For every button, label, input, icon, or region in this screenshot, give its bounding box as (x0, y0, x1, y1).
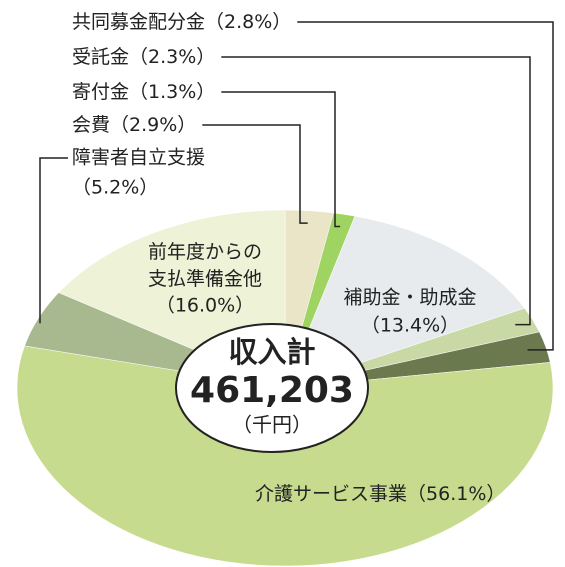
labels: 会費（2.9%） 寄付金（1.3%） 補助金・助成金 （13.4%） 受託金（2.3%）… (39, 11, 554, 505)
value-label: （2.3%） (129, 46, 215, 68)
slice-label: 受託金（2.3%） (72, 46, 215, 68)
value-label: （13.4%） (361, 315, 459, 337)
slice-label: 会費（2.9%） (72, 114, 196, 136)
value-label: （16.0%） (156, 295, 254, 317)
label-name: 前年度からの (148, 241, 262, 263)
leader-line (39, 157, 68, 324)
label-name: 受託金 (72, 46, 129, 68)
label-name: 寄付金 (72, 81, 129, 103)
center-title: 収入計 (228, 335, 315, 369)
leader-line (202, 124, 308, 224)
label-name: 介護サービス事業 (255, 483, 407, 505)
center-total: 461,203 (190, 370, 354, 411)
leader-line (221, 56, 531, 326)
value-label: （2.9%） (110, 114, 196, 136)
center-badge (175, 323, 369, 453)
slice (16, 345, 554, 567)
value-label: （1.3%） (129, 81, 215, 103)
value-label: （5.2%） (72, 177, 158, 199)
label-name: 支払準備金他 (148, 268, 262, 290)
slice-label: 障害者自立支援 (72, 147, 205, 169)
value-label: （56.1%） (407, 483, 505, 505)
slice-label: 補助金・助成金 (343, 287, 476, 309)
slice (284, 215, 525, 389)
leader-line (221, 91, 341, 228)
leader-line (297, 21, 554, 351)
slice-label: 共同募金配分金（2.8%） (72, 11, 291, 33)
slice-label: 寄付金（1.3%） (72, 81, 215, 103)
label-name: 共同募金配分金 (72, 11, 205, 33)
slice-label: 支払準備金他 (148, 268, 262, 290)
label-name: 会費 (72, 114, 110, 136)
value-label: （2.8%） (205, 11, 291, 33)
center-unit: （千円） (232, 413, 312, 437)
slice-label: 前年度からの (148, 241, 262, 263)
slice-label: 介護サービス事業（56.1%） (255, 483, 505, 505)
